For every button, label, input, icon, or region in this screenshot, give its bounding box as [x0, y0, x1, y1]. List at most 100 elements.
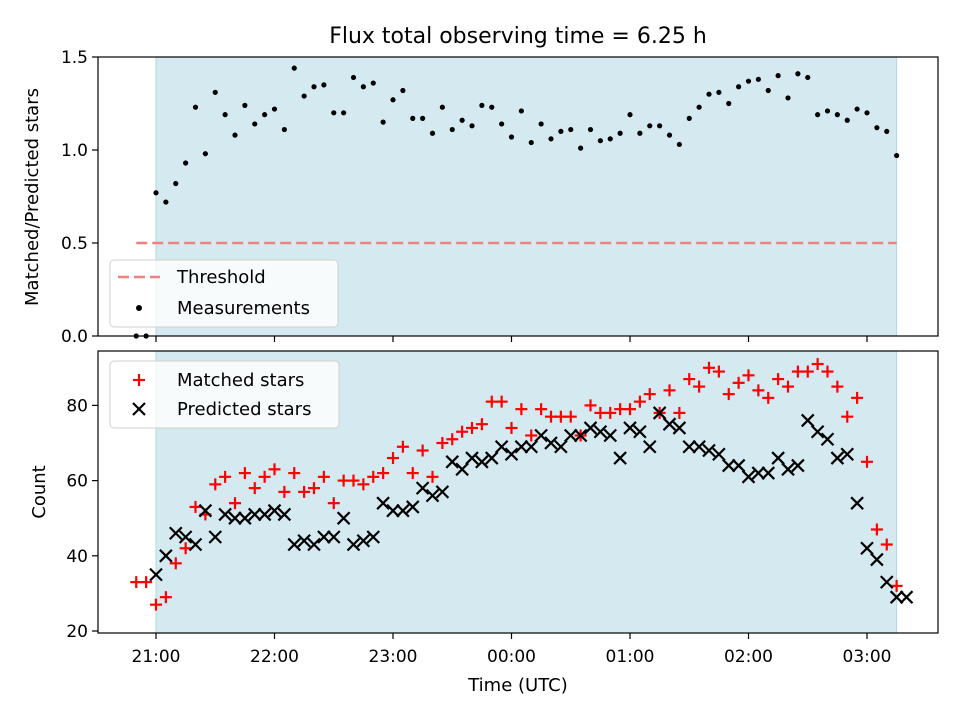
- predicted-star-point: [633, 424, 647, 439]
- predicted-star-point: [879, 575, 894, 589]
- top-panel: 0.0 0.5 1.0 1.5 Matched/Predicted stars Thr…: [22, 48, 939, 347]
- predicted-star-mark: [721, 458, 736, 473]
- predicted-star-point: [178, 530, 193, 544]
- measurement-point: [884, 128, 890, 134]
- measurement-point: [518, 108, 524, 114]
- predicted-star-mark: [544, 436, 558, 450]
- measurement-point: [805, 74, 811, 81]
- measurement-point: [183, 160, 189, 166]
- x-axis-label: Time (UTC): [467, 675, 568, 696]
- predicted-star-mark: [425, 488, 440, 503]
- predicted-star-point: [781, 462, 795, 477]
- predicted-star-mark: [899, 590, 914, 604]
- predicted-star-point: [889, 590, 904, 604]
- predicted-star-point: [168, 526, 183, 541]
- predicted-star-mark: [218, 507, 232, 522]
- measurement-point: [350, 74, 357, 81]
- matched-star-point: [189, 500, 202, 513]
- predicted-star-point: [238, 511, 252, 525]
- predicted-star-mark: [623, 421, 637, 435]
- bottom-x-tick-label: 02:00: [724, 647, 773, 667]
- matched-star-point: [841, 410, 854, 423]
- predicted-star-point: [593, 424, 608, 439]
- predicted-star-mark: [731, 458, 746, 473]
- predicted-star-point: [435, 485, 450, 499]
- predicted-star-mark: [860, 541, 874, 556]
- matched-star-point: [564, 410, 577, 423]
- measurement-point: [153, 190, 159, 196]
- predicted-star-mark: [791, 458, 805, 473]
- predicted-star-mark: [307, 537, 321, 552]
- measurement-point: [795, 71, 801, 77]
- predicted-star-mark: [573, 428, 588, 443]
- matched-star-point: [229, 497, 241, 510]
- predicted-star-mark: [326, 530, 341, 544]
- matched-star-point: [870, 523, 883, 536]
- predicted-star-mark: [287, 537, 302, 552]
- predicted-star-point: [870, 552, 884, 567]
- matched-star-point: [436, 437, 449, 449]
- predicted-stars-points: [149, 406, 914, 604]
- measurement-point: [262, 112, 268, 118]
- predicted-star-point: [544, 436, 558, 450]
- legend-predicted-label: Predicted stars: [177, 399, 311, 420]
- matched-star-point: [811, 358, 824, 371]
- predicted-star-mark: [712, 447, 726, 462]
- measurement-point: [637, 130, 643, 136]
- predicted-star-mark: [465, 451, 479, 465]
- measurement-point: [666, 132, 673, 138]
- predicted-star-point: [336, 511, 351, 525]
- measurement-point: [252, 121, 258, 127]
- predicted-star-mark: [504, 447, 519, 462]
- predicted-star-mark: [840, 447, 855, 462]
- measurement-point: [696, 104, 702, 110]
- top-y-axis-ticks: 0.0 0.5 1.0 1.5: [61, 48, 98, 347]
- predicted-star-mark: [889, 590, 904, 604]
- measurement-point: [864, 110, 870, 116]
- predicted-star-mark: [879, 575, 894, 589]
- predicted-star-point: [642, 439, 657, 454]
- predicted-star-point: [514, 439, 529, 454]
- measurement-point: [824, 108, 831, 114]
- predicted-star-point: [563, 428, 578, 443]
- predicted-star-mark: [820, 432, 835, 447]
- matched-star-point: [515, 403, 528, 416]
- measurement-point: [834, 112, 840, 118]
- matched-star-point: [268, 463, 281, 476]
- bottom-x-axis-ticks: 21:00 22:00 23:00 00:00 01:00 02:00 03:00: [132, 633, 892, 667]
- matched-star-point: [456, 425, 469, 438]
- top-y-tick-label: 1.0: [61, 141, 88, 161]
- measurement-point: [400, 87, 406, 94]
- predicted-star-point: [188, 537, 203, 552]
- matched-star-point: [633, 395, 646, 408]
- predicted-star-point: [800, 413, 815, 428]
- measurement-point: [676, 141, 682, 148]
- matched-star-point: [831, 380, 844, 393]
- measurement-point: [429, 130, 436, 136]
- predicted-star-mark: [396, 503, 410, 518]
- matched-star-point: [426, 470, 439, 483]
- bottom-y-tick-label: 20: [66, 622, 88, 642]
- matched-star-point: [890, 579, 903, 592]
- measurement-point: [242, 102, 248, 108]
- predicted-star-mark: [228, 511, 242, 525]
- bottom-legend: Matched stars Predicted stars: [109, 360, 340, 429]
- predicted-star-point: [425, 488, 440, 503]
- matched-star-point: [298, 485, 311, 498]
- predicted-star-mark: [534, 428, 548, 443]
- predicted-star-point: [346, 537, 361, 552]
- predicted-star-point: [415, 481, 430, 495]
- measurement-point: [449, 126, 455, 133]
- predicted-star-mark: [692, 439, 706, 454]
- matched-star-point: [288, 467, 301, 480]
- top-plot-frame: [97, 56, 939, 337]
- predicted-star-point: [297, 533, 311, 548]
- predicted-star-point: [682, 439, 697, 454]
- predicted-star-mark: [267, 503, 282, 518]
- predicted-star-mark: [633, 424, 647, 439]
- predicted-star-mark: [435, 485, 450, 499]
- matched-star-point: [643, 388, 656, 401]
- matched-star-point: [722, 388, 735, 401]
- measurement-point: [469, 123, 475, 129]
- predicted-star-mark: [652, 406, 667, 420]
